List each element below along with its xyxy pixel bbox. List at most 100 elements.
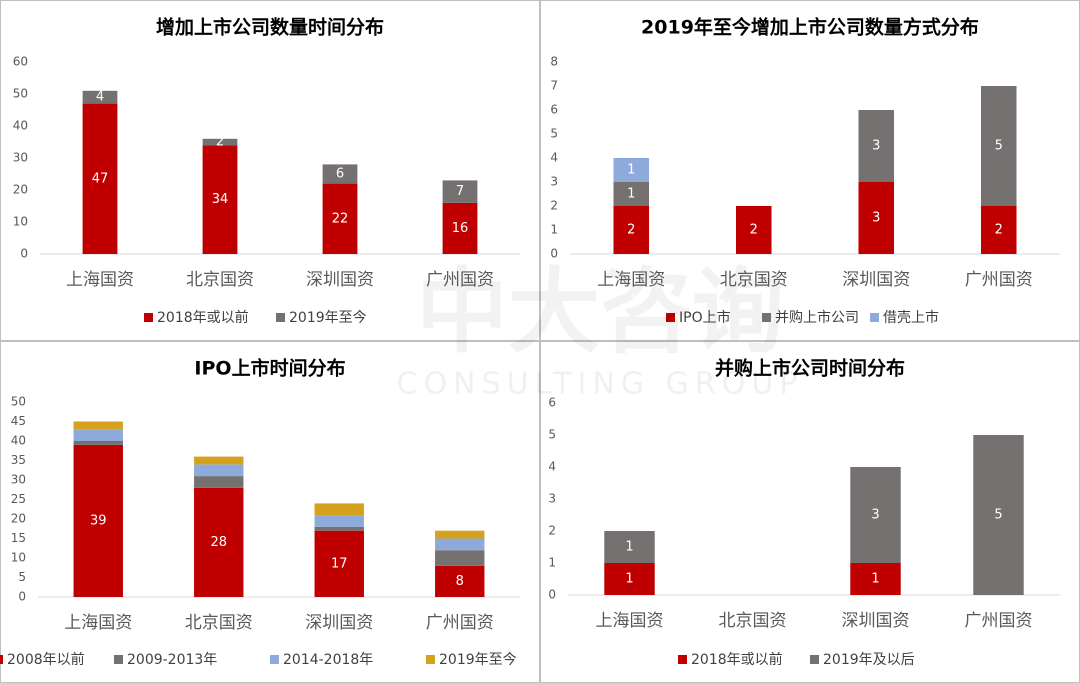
legend-swatch	[270, 655, 279, 664]
bar-segment	[850, 563, 901, 595]
value-label: 1	[871, 572, 879, 587]
y-tick-label: 10	[11, 551, 26, 565]
y-tick-label: 50	[13, 87, 28, 101]
chart-title: 并购上市公司时间分布	[715, 357, 905, 380]
value-label: 7	[456, 184, 464, 199]
x-tick-label: 北京国资	[186, 270, 254, 290]
y-tick-label: 0	[548, 588, 556, 602]
value-label: 47	[92, 171, 109, 186]
x-tick-label: 北京国资	[720, 270, 788, 290]
x-tick-label: 深圳国资	[842, 611, 910, 631]
watermark: 中大咨询	[416, 258, 784, 365]
bar-segment	[73, 429, 123, 441]
value-label: 3	[871, 508, 879, 523]
value-label: 17	[331, 556, 348, 571]
x-tick-label: 广州国资	[965, 270, 1033, 290]
bar-segment	[604, 531, 655, 563]
x-tick-label: 北京国资	[719, 611, 787, 631]
legend-label: 借壳上市	[883, 309, 939, 326]
x-tick-label: 深圳国资	[305, 613, 373, 633]
legend-label: 2009-2013年	[127, 652, 217, 668]
legend-label: 2008年以前	[7, 651, 85, 668]
bar-segment	[442, 180, 478, 203]
bar-segment	[202, 145, 238, 254]
value-label: 2	[750, 223, 758, 238]
bar-segment	[604, 563, 655, 595]
value-label: 34	[212, 192, 229, 207]
value-label: 3	[872, 139, 880, 154]
bar-segment	[314, 515, 364, 527]
y-tick-label: 1	[550, 223, 558, 237]
bar-segment	[435, 565, 485, 597]
legend-swatch	[144, 313, 153, 322]
x-tick-label: 广州国资	[965, 611, 1033, 631]
y-tick-label: 4	[550, 151, 558, 165]
legend-label: 并购上市公司	[775, 309, 859, 326]
x-tick-label: 深圳国资	[306, 270, 374, 290]
chart-title: IPO上市时间分布	[194, 357, 345, 380]
legend-label: IPO上市	[679, 309, 731, 326]
y-tick-label: 45	[11, 414, 26, 428]
bar-segment	[858, 110, 895, 182]
y-tick-label: 40	[13, 119, 28, 133]
legend-swatch	[114, 655, 123, 664]
panel-frame	[0, 0, 540, 341]
bar-segment	[442, 202, 478, 254]
value-label: 3	[872, 211, 880, 226]
legend-label: 2019年至今	[289, 310, 367, 326]
value-label: 2	[627, 223, 635, 238]
value-label: 5	[994, 508, 1002, 523]
legend-swatch	[276, 313, 285, 322]
value-label: 28	[210, 535, 227, 550]
bar-segment	[858, 182, 895, 254]
y-tick-label: 2	[550, 199, 558, 213]
legend-swatch	[870, 313, 879, 322]
y-tick-label: 4	[548, 460, 556, 474]
bar-segment	[613, 158, 650, 182]
legend-label: 2019年至今	[439, 652, 517, 668]
bar-segment	[73, 421, 123, 430]
bar-segment	[73, 441, 123, 445]
legend-swatch	[678, 655, 687, 664]
x-tick-label: 深圳国资	[842, 270, 910, 290]
y-tick-label: 1	[548, 556, 556, 570]
chart-title: 增加上市公司数量时间分布	[156, 16, 384, 39]
y-tick-label: 15	[11, 531, 26, 545]
bar-segment	[194, 456, 244, 465]
y-tick-label: 40	[11, 434, 26, 448]
bar-segment	[314, 526, 364, 531]
bar-segment	[973, 435, 1024, 595]
bar-segment	[194, 476, 244, 488]
y-tick-label: 6	[550, 103, 558, 117]
bar-segment	[82, 90, 118, 104]
bar-segment	[980, 206, 1017, 254]
bar-segment	[194, 487, 244, 597]
y-tick-label: 2	[548, 524, 556, 538]
y-tick-label: 20	[13, 183, 28, 197]
bar-segment	[613, 182, 650, 206]
y-tick-label: 25	[11, 492, 26, 506]
y-tick-label: 10	[13, 215, 28, 229]
value-label: 4	[96, 90, 104, 105]
bar-segment	[202, 138, 238, 146]
value-label: 16	[452, 221, 469, 236]
bar-segment	[82, 103, 118, 254]
bar-segment	[194, 464, 244, 477]
legend-swatch	[762, 313, 771, 322]
x-tick-label: 北京国资	[185, 613, 253, 633]
x-tick-label: 上海国资	[596, 611, 664, 631]
legend-swatch	[0, 655, 3, 664]
y-tick-label: 6	[548, 396, 556, 410]
bar-segment	[613, 206, 650, 254]
y-tick-label: 60	[13, 55, 28, 69]
legend-label: 2018年或以前	[157, 309, 249, 326]
bar-segment	[735, 206, 772, 254]
bar-segment	[850, 467, 901, 563]
legend-swatch	[810, 655, 819, 664]
value-label: 6	[336, 167, 344, 182]
legend-label: 2018年或以前	[691, 651, 783, 668]
value-label: 22	[332, 211, 349, 226]
chart-title: 2019年至今增加上市公司数量方式分布	[641, 16, 979, 39]
x-tick-label: 上海国资	[597, 270, 665, 290]
